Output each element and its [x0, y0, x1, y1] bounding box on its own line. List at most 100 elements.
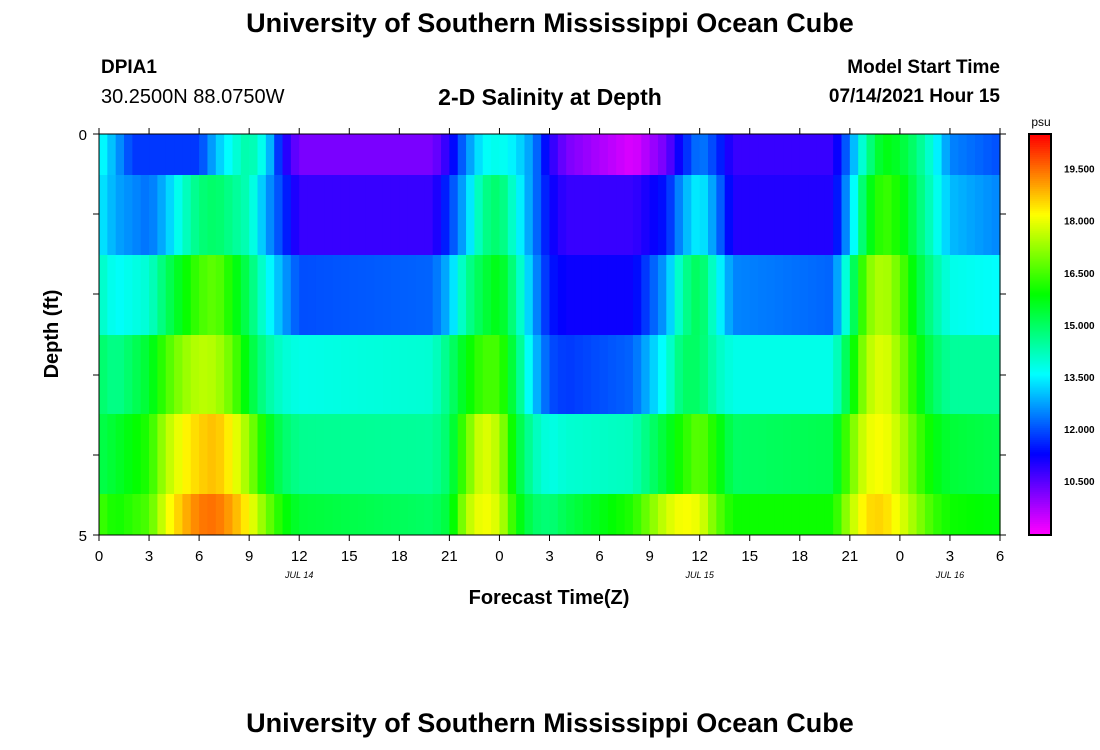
- heatmap-cell: [758, 335, 767, 414]
- colorbar-step: [1030, 232, 1050, 236]
- heatmap-cell: [632, 255, 642, 335]
- heatmap-cell: [282, 414, 292, 494]
- colorbar-step: [1030, 172, 1050, 176]
- heatmap-cell: [808, 494, 818, 535]
- heatmap-cell: [399, 494, 409, 535]
- heatmap-cell: [816, 414, 826, 494]
- colorbar-step: [1030, 418, 1050, 421]
- heatmap-cell: [916, 134, 926, 175]
- heatmap-cell: [466, 134, 476, 175]
- colorbar-step: [1030, 412, 1050, 415]
- heatmap-cell: [682, 175, 692, 255]
- heatmap-cell: [574, 255, 584, 335]
- colorbar-step: [1030, 188, 1050, 192]
- heatmap-cell: [549, 335, 559, 414]
- heatmap-cell: [516, 494, 526, 535]
- colorbar-step: [1030, 142, 1050, 146]
- heatmap-cell: [182, 494, 192, 535]
- heatmap-cell: [324, 255, 334, 335]
- heatmap-cell: [758, 414, 767, 494]
- colorbar-step: [1030, 426, 1050, 429]
- heatmap-cell: [365, 335, 375, 414]
- heatmap-cell: [282, 494, 292, 535]
- colorbar-step: [1030, 276, 1050, 280]
- heatmap-cell: [107, 414, 117, 494]
- colorbar-step: [1030, 478, 1050, 481]
- heatmap-cell: [449, 134, 459, 175]
- colorbar-step: [1030, 448, 1050, 451]
- heatmap-cell: [858, 335, 868, 414]
- heatmap-cell: [407, 335, 417, 414]
- heatmap-cell: [215, 335, 225, 414]
- heatmap-cell: [799, 335, 809, 414]
- colorbar-step: [1030, 428, 1050, 431]
- heatmap-cell: [182, 414, 192, 494]
- colorbar-step: [1030, 264, 1050, 268]
- heatmap-cell: [165, 494, 175, 535]
- heatmap-cell: [991, 494, 1001, 535]
- heatmap-cell: [557, 134, 567, 175]
- heatmap-cell: [115, 255, 125, 335]
- colorbar-step: [1030, 306, 1050, 310]
- colorbar-step: [1030, 146, 1050, 150]
- colorbar-step: [1030, 180, 1050, 184]
- heatmap-cell: [858, 255, 868, 335]
- colorbar-tick-label: 13.500: [1064, 373, 1095, 384]
- colorbar-step: [1030, 508, 1050, 511]
- colorbar-frame: [1028, 133, 1052, 536]
- colorbar-tick-label: 16.500: [1064, 269, 1095, 280]
- heatmap-cell: [674, 494, 684, 535]
- heatmap-cell: [265, 494, 275, 535]
- colorbar-step: [1030, 252, 1050, 256]
- colorbar-step: [1030, 224, 1050, 228]
- colorbar-step: [1030, 472, 1050, 475]
- heatmap-cell: [332, 335, 342, 414]
- heatmap-cell: [591, 175, 601, 255]
- heatmap-cell: [624, 494, 634, 535]
- heatmap-cell: [249, 134, 259, 175]
- heatmap-cell: [524, 494, 534, 535]
- x-date-label: JUL 16: [935, 570, 964, 580]
- colorbar-step: [1030, 154, 1050, 158]
- heatmap-cell: [866, 134, 876, 175]
- colorbar-tick-label: 19.500: [1064, 165, 1095, 176]
- x-tick-label: 9: [245, 548, 253, 565]
- colorbar-tick-label: 18.000: [1064, 217, 1095, 228]
- heatmap-cell: [674, 175, 684, 255]
- colorbar-step: [1030, 290, 1050, 294]
- heatmap-cell: [908, 414, 918, 494]
- heatmap-cell: [107, 134, 117, 175]
- heatmap-cell: [616, 255, 626, 335]
- heatmap-cell: [808, 335, 818, 414]
- heatmap-cell: [841, 255, 851, 335]
- heatmap-cell: [833, 494, 843, 535]
- heatmap-cell: [916, 335, 926, 414]
- colorbar-step: [1030, 482, 1050, 485]
- heatmap-cell: [949, 255, 959, 335]
- colorbar-step: [1030, 310, 1050, 314]
- colorbar-step: [1030, 356, 1050, 359]
- heatmap-cell: [699, 494, 709, 535]
- heatmap-cell: [199, 134, 209, 175]
- heatmap-cell: [691, 175, 701, 255]
- colorbar-step: [1030, 396, 1050, 399]
- heatmap-cell: [824, 494, 834, 535]
- heatmap-cell: [933, 134, 943, 175]
- colorbar-step: [1030, 352, 1050, 355]
- colorbar-step: [1030, 350, 1050, 353]
- heatmap-cell: [349, 175, 359, 255]
- colorbar-gradient: [1030, 135, 1050, 535]
- heatmap-cell: [432, 414, 442, 494]
- colorbar-step: [1030, 144, 1050, 148]
- colorbar-step: [1030, 324, 1050, 328]
- heatmap-cell: [899, 175, 909, 255]
- heatmap-cell: [824, 255, 834, 335]
- colorbar-step: [1030, 296, 1050, 300]
- heatmap-cell: [966, 134, 976, 175]
- heatmap-cell: [874, 414, 884, 494]
- colorbar-step: [1030, 184, 1050, 188]
- colorbar-tick-label: 15.000: [1064, 321, 1095, 332]
- heatmap-cell: [107, 494, 117, 535]
- heatmap-cell: [215, 494, 225, 535]
- heatmap-cell: [783, 255, 793, 335]
